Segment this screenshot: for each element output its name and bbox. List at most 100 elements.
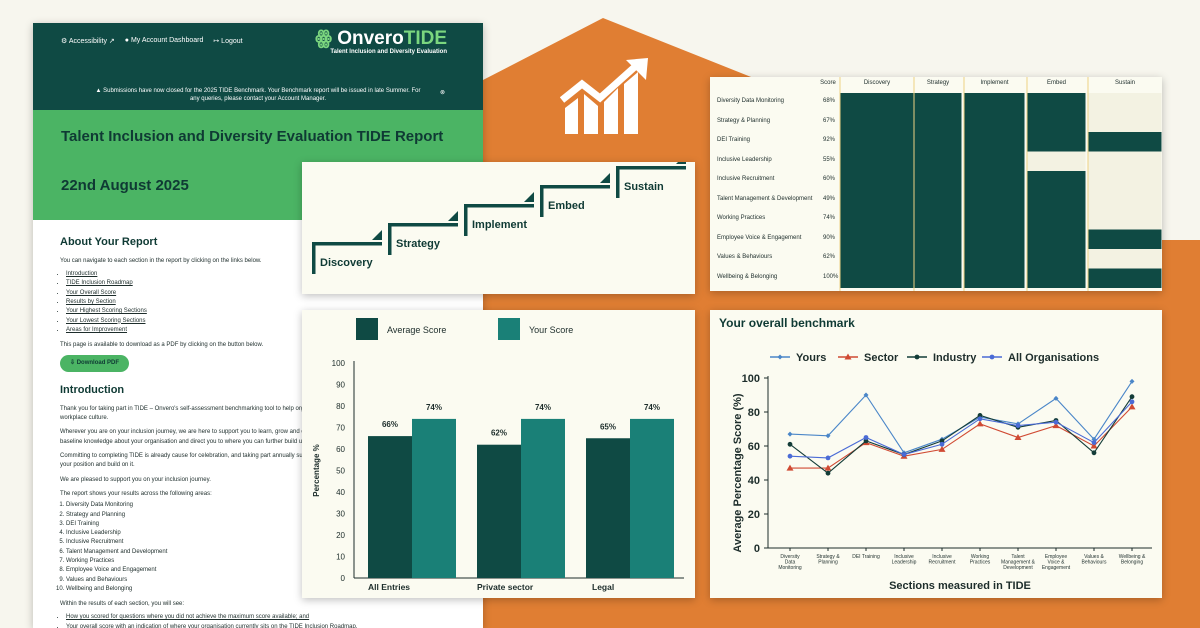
heatmap-cell [964,93,1025,113]
data-point [1128,403,1136,410]
heatmap-row-label: Values & Behaviours [717,254,773,260]
data-point [787,453,793,459]
bar [368,436,412,578]
logout-label: Logout [221,38,243,45]
x-tick-label: Values & Behaviours [1081,554,1107,566]
y-tick-label: 80 [748,407,760,419]
area-item: Wellbeing and Belonging [66,585,456,594]
area-item: Inclusive Recruitment [66,538,456,547]
data-point [1052,422,1060,429]
notice-banner: ▲ Submissions have now closed for the 20… [33,83,483,110]
logout-link[interactable]: ↦ Logout [213,37,242,45]
series-line [790,406,1133,469]
see-item: Your overall score with an indication of… [66,623,456,628]
x-category-label: Legal [592,582,614,592]
y-tick-label: 100 [742,373,760,385]
data-point [1053,395,1059,401]
heatmap-cell [914,249,962,269]
bar-data-label: 66% [382,420,398,429]
x-tick-label: Talent Management & Development [1001,554,1036,571]
accessibility-link[interactable]: ⚙ Accessibility ↗ [61,38,115,45]
people-icon: ꙮ [315,28,332,49]
dashboard-link[interactable]: ● My Account Dashboard [125,37,204,45]
y-tick-label: 80 [336,402,345,411]
x-tick-label: Employee Voice & Engagement [1042,554,1071,571]
heatmap-stage-header: Sustain [1114,80,1135,86]
heatmap-cell [840,171,914,191]
data-point [787,441,793,447]
data-point [1015,423,1021,428]
brand-name: Onvero [337,28,404,49]
legend-label: Sector [864,352,899,364]
report-nav-link[interactable]: Introduction [66,270,456,279]
heatmap-cell [1088,190,1162,210]
area-item: Diversity Data Monitoring [66,501,456,510]
heatmap-row-score: 100% [823,273,839,280]
heatmap-cell [1088,93,1162,113]
download-pdf-button[interactable]: ⇩ Download PDF [60,354,130,372]
area-item: Inclusive Leadership [66,529,456,538]
heatmap-row: Diversity Data Monitoring 68% [710,93,1162,112]
heatmap-cell [914,210,962,230]
x-tick-label: Strategy & Planning [816,554,840,566]
heatmap-cell [1088,132,1162,152]
roadmap-step-bar [312,242,316,274]
legend-label: Average Score [387,325,446,335]
roadmap-step-arrow [448,211,458,221]
heatmap-row-score: 68% [823,98,836,104]
benchmark-line-chart: Your overall benchmark Yours Sector Indust… [710,310,1162,598]
inclusion-roadmap: Discovery Strategy Implement Embed Sustain [302,162,695,294]
y-tick-label: 50 [336,467,345,476]
data-point [1090,442,1098,449]
heatmap-cell [1027,268,1086,288]
heatmap-cell [840,132,914,152]
report-nav-link[interactable]: TIDE Inclusion Roadmap [66,279,456,288]
legend-label: Your Score [529,325,573,335]
report-nav-link[interactable]: Your Overall Score [66,289,456,298]
data-point [976,420,984,427]
chart-title: Your overall benchmark [719,316,855,330]
heatmap-cell [1027,210,1086,230]
heatmap-cell [914,229,962,249]
heatmap-cell [964,268,1025,288]
notice-text: Submissions have now closed for the 2025… [103,88,421,103]
report-header: ⚙ Accessibility ↗ ● My Account Dashboard… [33,23,483,83]
legend-marker [914,354,920,360]
heatmap-row: Talent Management & Development 49% [710,191,1162,210]
section-score-heatmap: Score Discovery Strategy Implement Embed Sust… [710,77,1162,291]
roadmap-step-arrow [600,173,610,183]
heatmap-row-label: Employee Voice & Engagement [717,234,802,241]
data-point [824,464,832,471]
x-tick-label: Wellbeing & Belonging [1119,554,1146,566]
heatmap-cell [1027,112,1086,132]
report-date: 22nd August 2025 [61,176,189,194]
x-tick-label: Diversity Data Monitoring [778,554,802,571]
data-point [901,452,907,457]
legend-marker [989,354,995,360]
bar-data-label: 65% [600,422,616,431]
report-nav-link[interactable]: Your Lowest Scoring Sections [66,317,456,326]
data-point [1091,440,1097,445]
heatmap-row: Working Practices 74% [710,210,1162,229]
data-point [1129,399,1135,405]
data-point [1014,434,1022,440]
report-nav-link[interactable]: Results by Section [66,298,456,307]
report-nav-link[interactable]: Your Highest Scoring Sections [66,307,456,316]
bar [586,438,630,578]
heatmap-row: Employee Voice & Engagement 90% [710,230,1162,249]
heatmap-stage-header: Embed [1046,80,1066,86]
heatmap-cell [840,151,914,171]
logout-icon: ↦ [213,38,220,45]
y-axis-label: Average Percentage Score (%) [732,393,744,552]
bar [521,418,565,578]
bar [412,418,456,578]
area-item: Strategy and Planning [66,511,456,520]
report-nav-link[interactable]: Areas for Improvement [66,326,456,335]
roadmap-step-arrow [524,192,534,202]
legend-marker [844,353,852,360]
intro-paragraph: Wherever you are on your inclusion journ… [60,429,444,445]
about-text: You can navigate to each section in the … [60,257,262,264]
roadmap-step-arrow [676,162,686,164]
close-icon[interactable]: ⊗ [439,90,445,96]
heatmap-stage-header: Strategy [926,80,950,86]
